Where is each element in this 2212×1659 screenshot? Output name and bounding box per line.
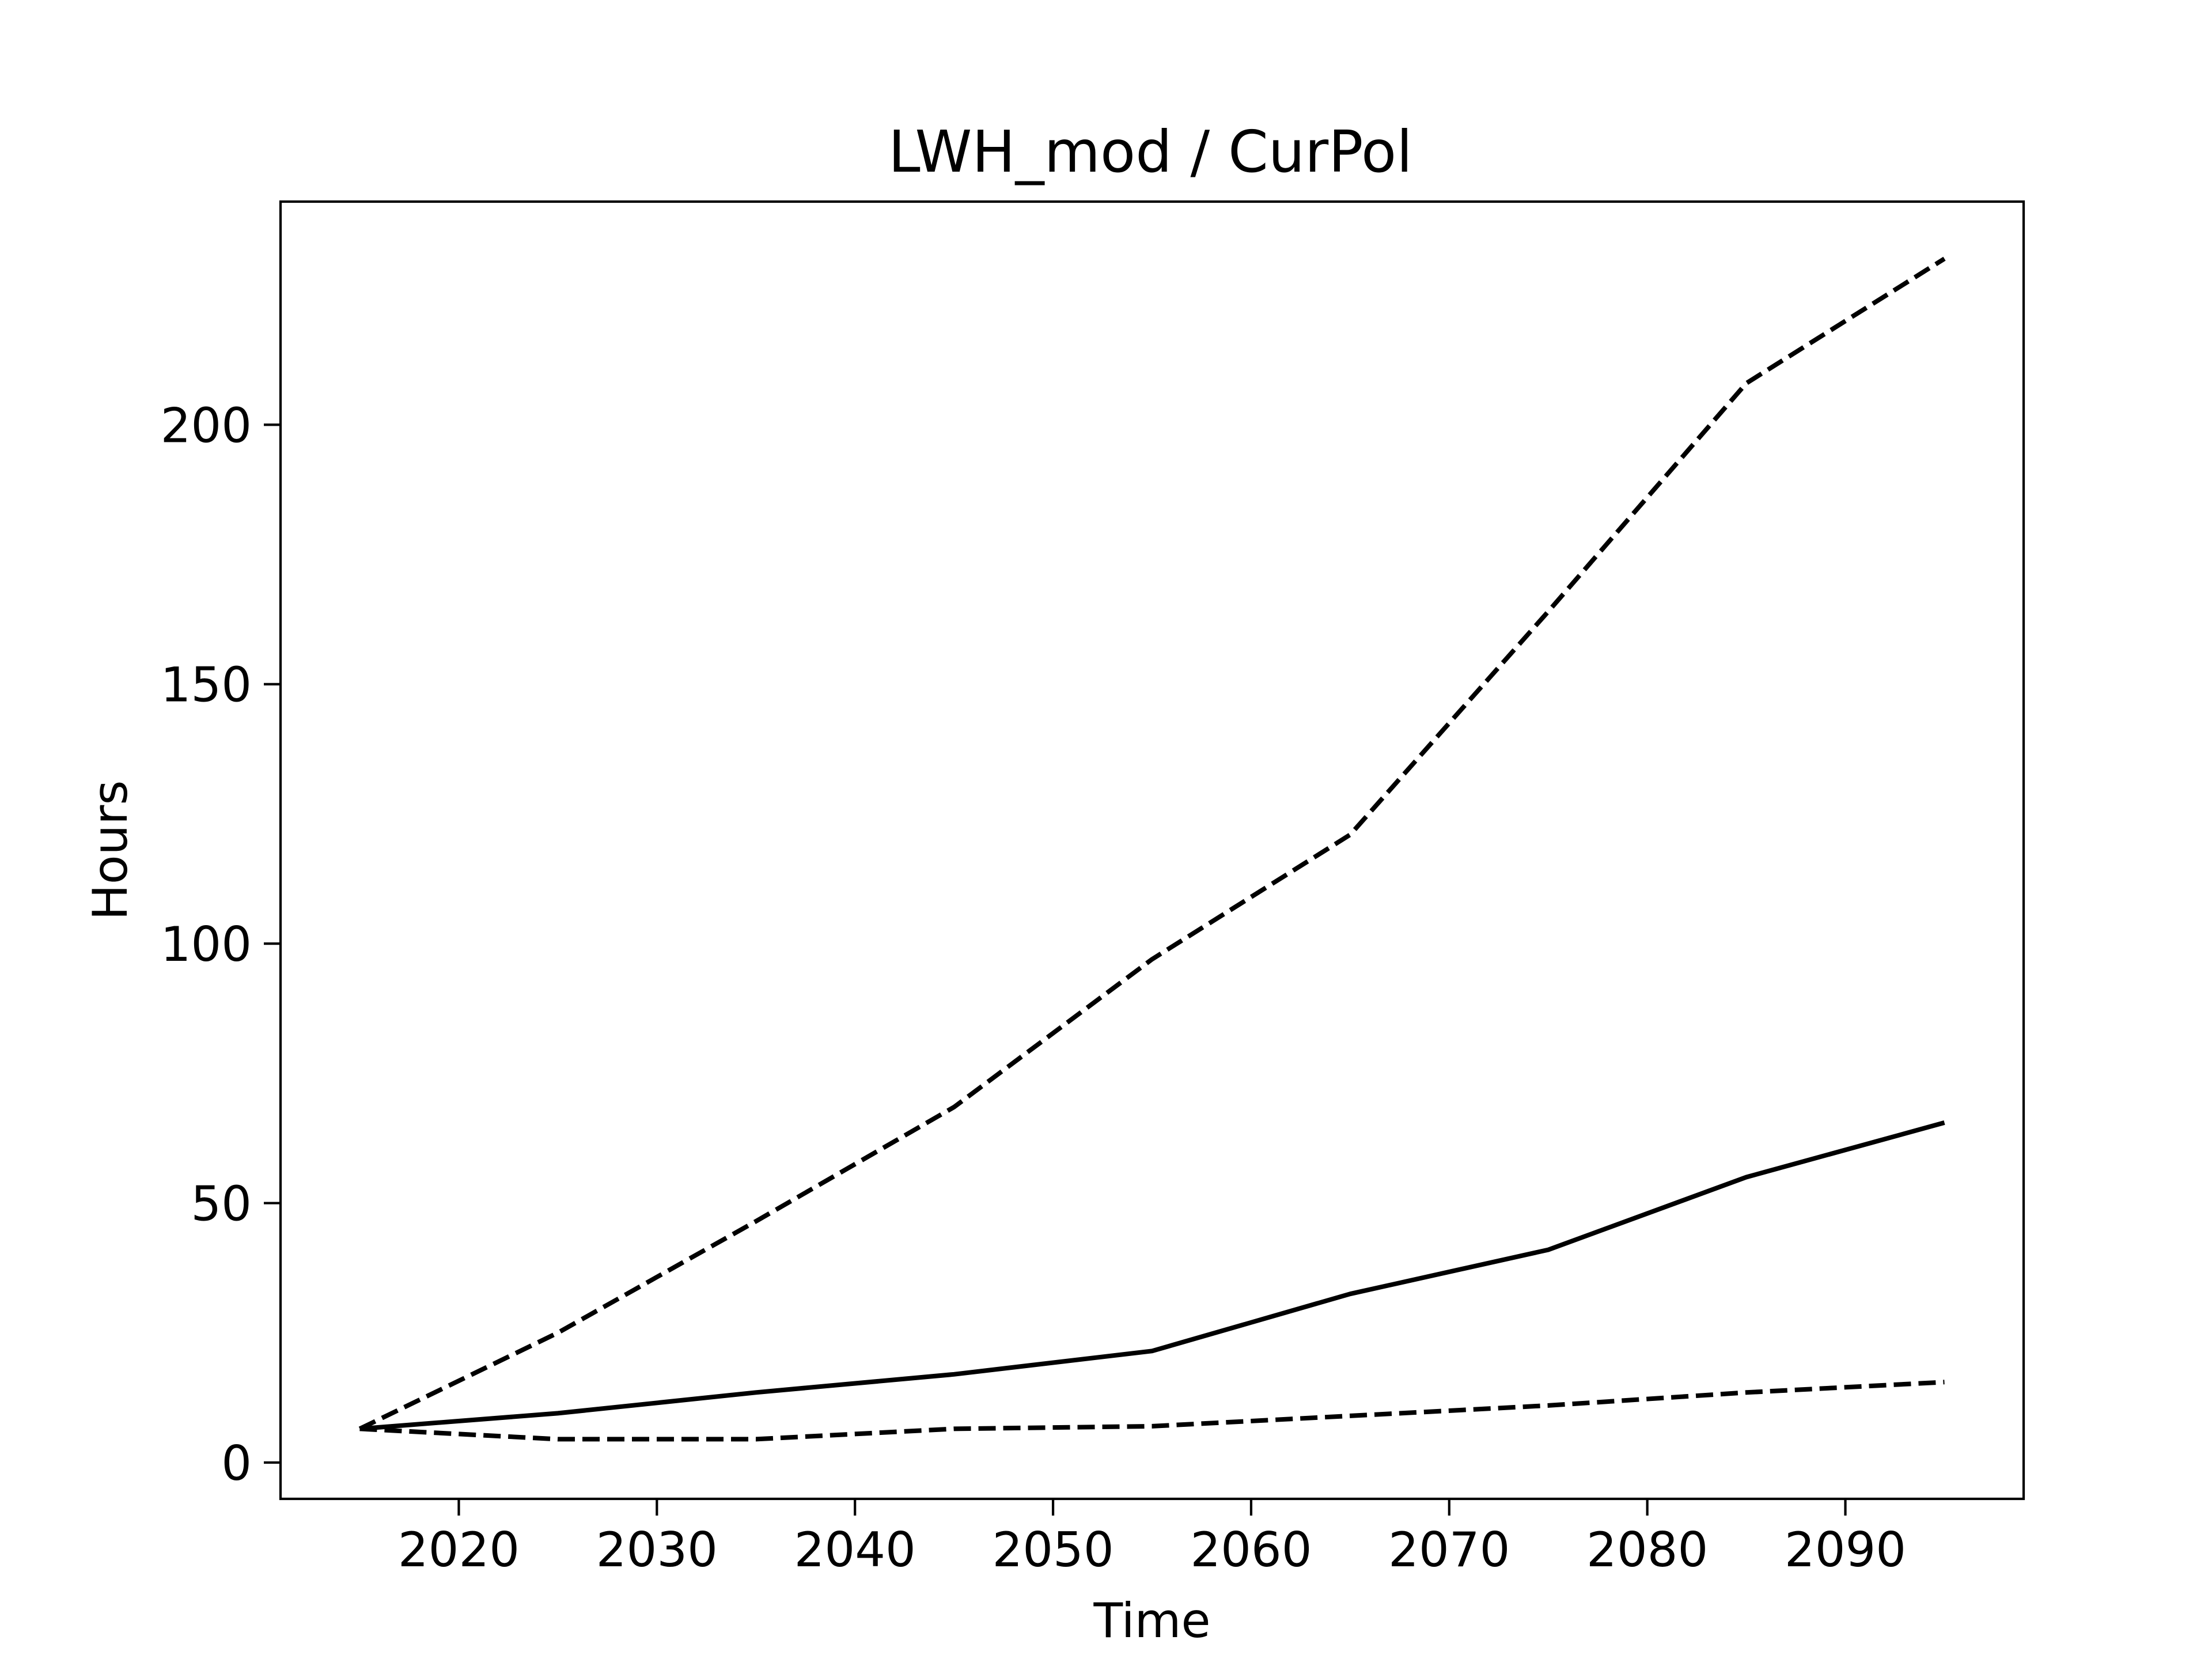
chart-title: LWH_mod / CurPol (888, 118, 1412, 185)
y-tick-label: 0 (221, 1435, 252, 1491)
x-tick-label: 2020 (398, 1522, 520, 1578)
x-axis: 2020 2030 2040 2050 2060 2070 2080 2090 (398, 1499, 1906, 1578)
series-line-1 (359, 1120, 1945, 1431)
x-tick-label: 2070 (1388, 1522, 1510, 1578)
y-tick-label: 150 (161, 657, 252, 713)
y-tick-label: 50 (191, 1176, 252, 1232)
x-tick-label: 2030 (596, 1522, 718, 1578)
y-axis-label: Hours (82, 780, 138, 920)
x-tick-label: 2090 (1785, 1522, 1906, 1578)
series-line-3 (359, 1380, 1945, 1442)
plot-area-frame (279, 200, 2025, 1501)
y-tick-label: 200 (161, 397, 252, 453)
x-tick-label: 2050 (992, 1522, 1113, 1578)
x-tick-label: 2040 (794, 1522, 916, 1578)
x-tick-label: 2080 (1586, 1522, 1708, 1578)
series-layer (358, 256, 1946, 1442)
y-axis: 0 50 100 150 200 (161, 397, 281, 1491)
y-tick-label: 100 (161, 916, 252, 972)
x-tick-label: 2060 (1190, 1522, 1312, 1578)
x-axis-label: Time (1093, 1593, 1210, 1649)
series-line-2 (358, 256, 1946, 1431)
